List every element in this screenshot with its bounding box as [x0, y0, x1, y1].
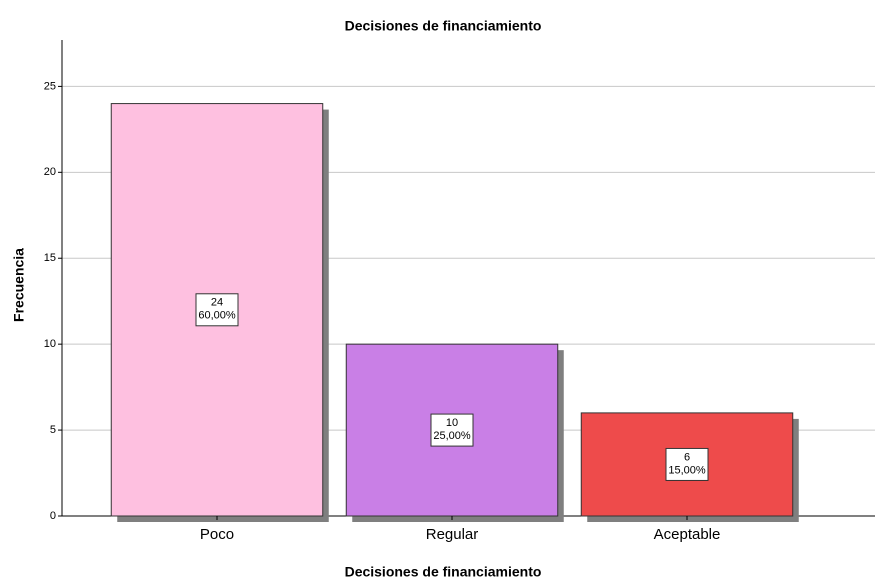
data-label-box [430, 413, 474, 447]
y-tick-label: 20 [44, 166, 56, 178]
x-tick-label: Regular [426, 526, 479, 543]
y-tick-label: 15 [44, 252, 56, 264]
data-label-percent: 25,00% [433, 430, 471, 442]
data-label: 24 [211, 297, 223, 309]
y-tick-label: 5 [50, 424, 56, 436]
data-label-box [195, 293, 239, 327]
y-tick-label: 25 [44, 80, 56, 92]
data-label-percent: 60,00% [198, 310, 236, 322]
x-tick-label: Aceptable [654, 526, 721, 543]
x-axis-title: Decisiones de financiamiento [345, 564, 542, 580]
data-label-percent: 15,00% [668, 464, 706, 476]
y-tick-label: 10 [44, 338, 56, 350]
chart-title: Decisiones de financiamiento [345, 18, 542, 34]
x-tick-label: Poco [200, 526, 234, 543]
data-label: 6 [684, 451, 690, 463]
y-tick-label: 0 [50, 510, 56, 522]
y-axis-title: Frecuencia [11, 248, 27, 322]
data-label-box [665, 447, 709, 481]
data-label: 10 [446, 417, 458, 429]
